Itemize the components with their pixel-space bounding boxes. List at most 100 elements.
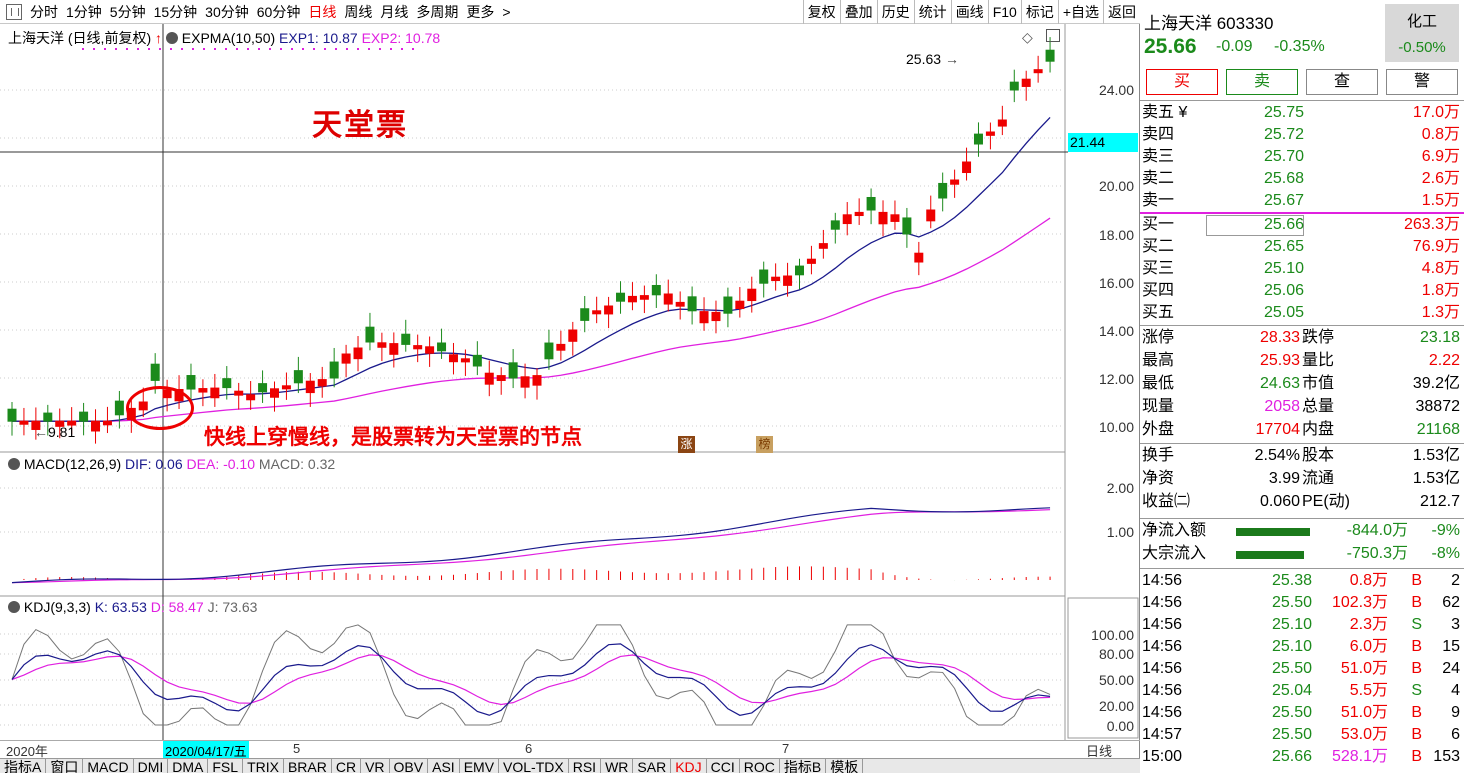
expma-line [12, 116, 1051, 422]
low-price-label: ←9.81 [34, 424, 76, 440]
indicator-tab-6[interactable]: TRIX [243, 759, 284, 773]
action-7[interactable]: +自选 [1057, 0, 1103, 24]
indicator-tab-0[interactable]: 指标A [0, 759, 47, 773]
period-1[interactable]: 1分钟 [66, 3, 102, 20]
chart-area[interactable] [0, 24, 1140, 773]
stat2-row: 净资 3.99 流通 1.53亿 [1140, 468, 1464, 490]
gear-icon[interactable] [8, 458, 20, 470]
tick-price: 25.50 [1271, 704, 1312, 721]
action-6[interactable]: 标记 [1020, 0, 1058, 24]
tick-count: 4 [1451, 682, 1460, 699]
indicator-tab-11[interactable]: ASI [428, 759, 460, 773]
candle-body [222, 378, 232, 389]
indicator-tab-18[interactable]: CCI [707, 759, 740, 773]
indicator-tab-13[interactable]: VOL-TDX [499, 759, 569, 773]
tick-volume: 51.0万 [1340, 660, 1388, 677]
candle-body [854, 211, 864, 217]
gear-icon[interactable] [8, 601, 20, 613]
signal-dot [148, 48, 150, 50]
candle-body [210, 387, 220, 399]
indicator-tab-17[interactable]: KDJ [671, 759, 707, 773]
action-1[interactable]: 叠加 [839, 0, 877, 24]
window-icon[interactable] [1046, 29, 1060, 42]
indicator-tab-1[interactable]: 窗口 [46, 759, 84, 773]
note-annotation: 快线上穿慢线，是股票转为天堂票的节点 [204, 426, 582, 449]
ask-label: 卖三 [1142, 148, 1175, 165]
sell-button[interactable]: 卖 [1226, 69, 1298, 95]
candle-body [1045, 49, 1055, 62]
tick-side: B [1411, 638, 1422, 655]
flow-value: -844.0万 [1346, 522, 1408, 539]
action-8[interactable]: 返回 [1103, 0, 1140, 24]
tick-time: 15:00 [1142, 748, 1183, 765]
action-0[interactable]: 复权 [802, 0, 840, 24]
candle-body [425, 346, 435, 354]
more-chevron-icon[interactable]: > [502, 3, 511, 20]
period-9[interactable]: 多周期 [416, 3, 459, 20]
event-marker-bang[interactable]: 榜 [756, 436, 773, 453]
period-6[interactable]: 日线 [308, 3, 337, 20]
indicator-tab-15[interactable]: WR [601, 759, 634, 773]
action-2[interactable]: 历史 [876, 0, 914, 24]
stat-label: 最低 [1142, 375, 1175, 392]
candle-body [723, 296, 733, 314]
diamond-icon[interactable]: ◇ [1022, 29, 1033, 45]
tick-row: 14:56 25.38 0.8万 B 2 [1140, 570, 1464, 592]
axis-tick: 24.00 [1098, 82, 1134, 98]
ask-price: 25.68 [1263, 170, 1304, 187]
exp1-value: EXP1: 10.87 [279, 30, 358, 46]
indicator-tab-12[interactable]: EMV [460, 759, 500, 773]
tick-price: 25.50 [1271, 726, 1312, 743]
period-5[interactable]: 60分钟 [256, 3, 301, 20]
candle-body [7, 408, 17, 422]
stat-label: 外盘 [1142, 421, 1175, 438]
date-month-5: 5 [293, 741, 301, 756]
period-7[interactable]: 周线 [344, 3, 373, 20]
bid-label: 买一 [1142, 216, 1175, 233]
period-0[interactable]: 分时 [30, 3, 58, 20]
indicator-tab-5[interactable]: FSL [208, 759, 244, 773]
stat-value: 3.99 [1268, 470, 1300, 487]
macd-label: MACD(12,26,9) [23, 456, 122, 472]
action-3[interactable]: 统计 [913, 0, 951, 24]
indicator-tab-20[interactable]: 指标B [780, 759, 827, 773]
candle-body [580, 308, 590, 321]
indicator-tab-8[interactable]: CR [332, 759, 362, 773]
indicator-tab-7[interactable]: BRAR [284, 759, 332, 773]
gear-icon[interactable] [165, 32, 178, 44]
indicator-tab-4[interactable]: DMA [168, 759, 209, 773]
action-4[interactable]: 画线 [950, 0, 988, 24]
candle-body [818, 243, 828, 249]
indicator-tab-14[interactable]: RSI [569, 759, 602, 773]
period-3[interactable]: 15分钟 [153, 3, 198, 20]
indicator-tab-16[interactable]: SAR [633, 759, 672, 773]
kdj-axis: 100.00 80.00 50.00 20.00 0.00 [1065, 0, 1140, 740]
tick-time: 14:57 [1142, 726, 1183, 743]
indicator-tab-2[interactable]: MACD [83, 759, 134, 773]
alert-button[interactable]: 警 [1386, 69, 1458, 95]
tick-count: 6 [1451, 726, 1460, 743]
event-marker-zhang[interactable]: 涨 [678, 436, 695, 453]
period-4[interactable]: 30分钟 [205, 3, 249, 20]
period-8[interactable]: 月线 [380, 3, 409, 20]
indicator-tab-10[interactable]: OBV [390, 759, 429, 773]
indicator-tab-21[interactable]: 模板 [826, 759, 864, 773]
axis-tick: 1.00 [1106, 524, 1134, 540]
indicator-tab-9[interactable]: VR [361, 759, 390, 773]
indicator-tab-3[interactable]: DMI [134, 759, 169, 773]
action-5[interactable]: F10 [987, 0, 1021, 24]
kline-chart[interactable] [0, 24, 1140, 773]
indicator-tab-19[interactable]: ROC [740, 759, 780, 773]
ask-label: 卖五 ¥ [1142, 104, 1188, 121]
candle-body [627, 295, 637, 303]
axis-tick: 14.00 [1098, 323, 1134, 339]
candle-body [91, 420, 101, 432]
buy-button[interactable]: 买 [1146, 69, 1218, 95]
period-2[interactable]: 5分钟 [109, 3, 146, 20]
query-button[interactable]: 查 [1306, 69, 1378, 95]
layout-icon[interactable] [6, 3, 22, 20]
tick-count: 15 [1442, 638, 1460, 655]
sector-box[interactable]: 化工 -0.50% [1385, 4, 1459, 62]
tick-row: 14:56 25.50 51.0万 B 24 [1140, 658, 1464, 680]
period-10[interactable]: 更多 [466, 3, 495, 20]
